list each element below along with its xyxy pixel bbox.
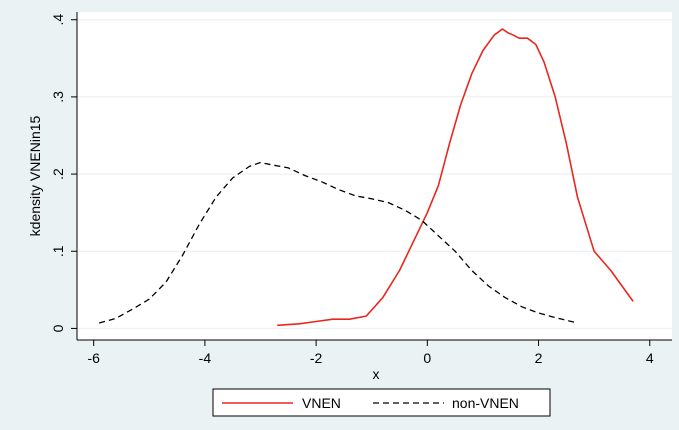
y-ticks: 0 .1 .2 .3 .4 xyxy=(50,14,77,333)
y-tick-label: .1 xyxy=(50,245,66,257)
x-tick-label: 4 xyxy=(646,350,654,366)
legend: VNEN non-VNEN xyxy=(213,389,550,416)
y-tick-label: .3 xyxy=(50,91,66,103)
x-axis-title: x xyxy=(373,366,380,382)
plot-area xyxy=(77,12,672,340)
y-tick-label: .2 xyxy=(50,168,66,180)
x-tick-label: 0 xyxy=(423,350,431,366)
legend-label-non-vnen: non-VNEN xyxy=(452,395,519,411)
x-tick-label: -2 xyxy=(310,350,323,366)
x-tick-label: -4 xyxy=(199,350,212,366)
legend-label-vnen: VNEN xyxy=(302,395,341,411)
y-axis-title: kdensity VNENin15 xyxy=(27,115,43,236)
y-tick-label: 0 xyxy=(50,324,66,332)
x-ticks: -6 -4 -2 0 2 4 xyxy=(87,340,653,366)
x-tick-label: 2 xyxy=(535,350,543,366)
x-tick-label: -6 xyxy=(87,350,100,366)
y-tick-label: .4 xyxy=(50,14,66,26)
